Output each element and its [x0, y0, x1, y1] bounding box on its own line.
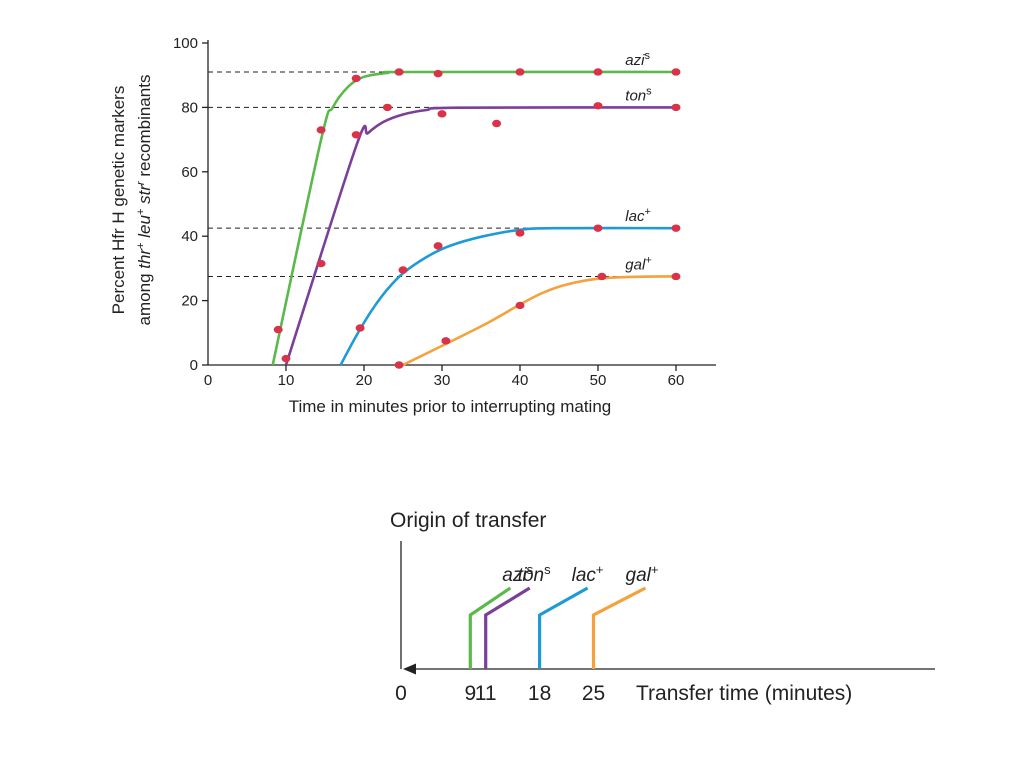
- y-tick-label: 80: [181, 99, 198, 116]
- series-curves: [271, 70, 677, 367]
- data-point-gal: [597, 272, 607, 281]
- y-tick-label: 0: [190, 357, 198, 374]
- data-point-gal: [441, 337, 451, 345]
- diagram-markers: azis 9 tons 11 lac+ 18 gal+ 25: [464, 562, 658, 705]
- y-tick-label: 100: [173, 35, 198, 52]
- data-point-ton: [593, 102, 603, 110]
- data-point-azi: [351, 74, 361, 83]
- data-point-ton: [351, 131, 361, 139]
- data-point-lac: [433, 242, 443, 250]
- y-axis-label-line1: Percent Hfr H genetic markers: [109, 86, 128, 315]
- data-point-gal: [394, 361, 404, 369]
- y-axis-label-line2: among thr+ leu+ strr recombinants: [135, 75, 154, 326]
- data-point-lac: [355, 324, 365, 332]
- data-point-azi: [515, 68, 525, 76]
- y-tick-label: 40: [181, 228, 198, 245]
- data-point-azi: [316, 126, 326, 134]
- x-tick-label: 40: [512, 372, 529, 389]
- zero-label: 0: [395, 682, 407, 705]
- x-tick-label: 50: [590, 372, 607, 389]
- marker-line-ton: [484, 586, 531, 669]
- data-point-azi: [593, 68, 603, 76]
- diagram-title: Origin of transfer: [390, 509, 546, 532]
- axis-ticks: 0 10 20 30 40 50 60 0 20 40 60 80 100: [173, 35, 684, 389]
- x-tick-label: 20: [356, 372, 373, 389]
- y-axis-label: Percent Hfr H genetic markers among thr+…: [109, 75, 154, 326]
- x-tick-label: 60: [668, 372, 685, 389]
- y-tick-label: 20: [181, 293, 198, 310]
- series-labels: azis tons lac+ gal+: [625, 50, 652, 273]
- series-points: [273, 68, 681, 369]
- data-point-azi: [433, 69, 443, 78]
- series-label-azi: azis: [625, 50, 650, 69]
- data-point-gal: [671, 272, 681, 281]
- data-point-ton: [281, 354, 291, 363]
- x-tick-label: 30: [434, 372, 451, 389]
- y-tick-label: 60: [181, 164, 198, 181]
- series-line-ton: [284, 106, 677, 366]
- x-axis-label: Time in minutes prior to interrupting ma…: [289, 397, 612, 416]
- series-label-lac: lac+: [625, 206, 651, 225]
- marker-line-azi: [468, 586, 512, 669]
- x-tick-label: 0: [204, 372, 212, 389]
- data-point-ton: [316, 259, 326, 268]
- marker-time-gal: 25: [582, 682, 605, 705]
- series-label-gal: gal+: [625, 254, 651, 273]
- data-point-azi: [394, 68, 404, 76]
- marker-label-ton: tons: [518, 562, 551, 586]
- marker-time-ton: 11: [475, 682, 497, 705]
- data-point-ton: [382, 103, 392, 112]
- series-label-ton: tons: [625, 85, 652, 104]
- data-point-ton: [437, 110, 447, 118]
- transfer-diagram: Origin of transfer 0 azis 9 tons 11 lac+ 18 ga…: [390, 509, 935, 705]
- marker-label-azi: azis: [502, 562, 533, 586]
- data-point-lac: [515, 229, 525, 237]
- series-line-gal: [402, 275, 677, 367]
- data-point-lac: [593, 224, 603, 232]
- data-point-azi: [273, 325, 283, 334]
- time-axis-arrow: [403, 663, 416, 675]
- marker-time-azi: 9: [464, 682, 476, 705]
- data-point-gal: [515, 301, 525, 310]
- marker-line-lac: [538, 586, 589, 669]
- marker-line-gal: [591, 586, 647, 669]
- top-chart: 0 10 20 30 40 50 60 0 20 40 60 80 100 azis tons lac+ ga…: [109, 35, 716, 416]
- marker-label-gal: gal+: [626, 562, 659, 586]
- data-point-lac: [398, 266, 408, 274]
- marker-time-lac: 18: [528, 682, 551, 705]
- data-point-azi: [671, 68, 681, 76]
- transfer-time-label: Transfer time (minutes): [636, 682, 852, 705]
- data-point-lac: [671, 224, 681, 232]
- data-point-ton: [492, 119, 502, 128]
- marker-label-lac: lac+: [572, 562, 604, 586]
- series-line-lac: [339, 226, 677, 366]
- data-point-ton: [671, 103, 681, 112]
- x-tick-label: 10: [278, 372, 295, 389]
